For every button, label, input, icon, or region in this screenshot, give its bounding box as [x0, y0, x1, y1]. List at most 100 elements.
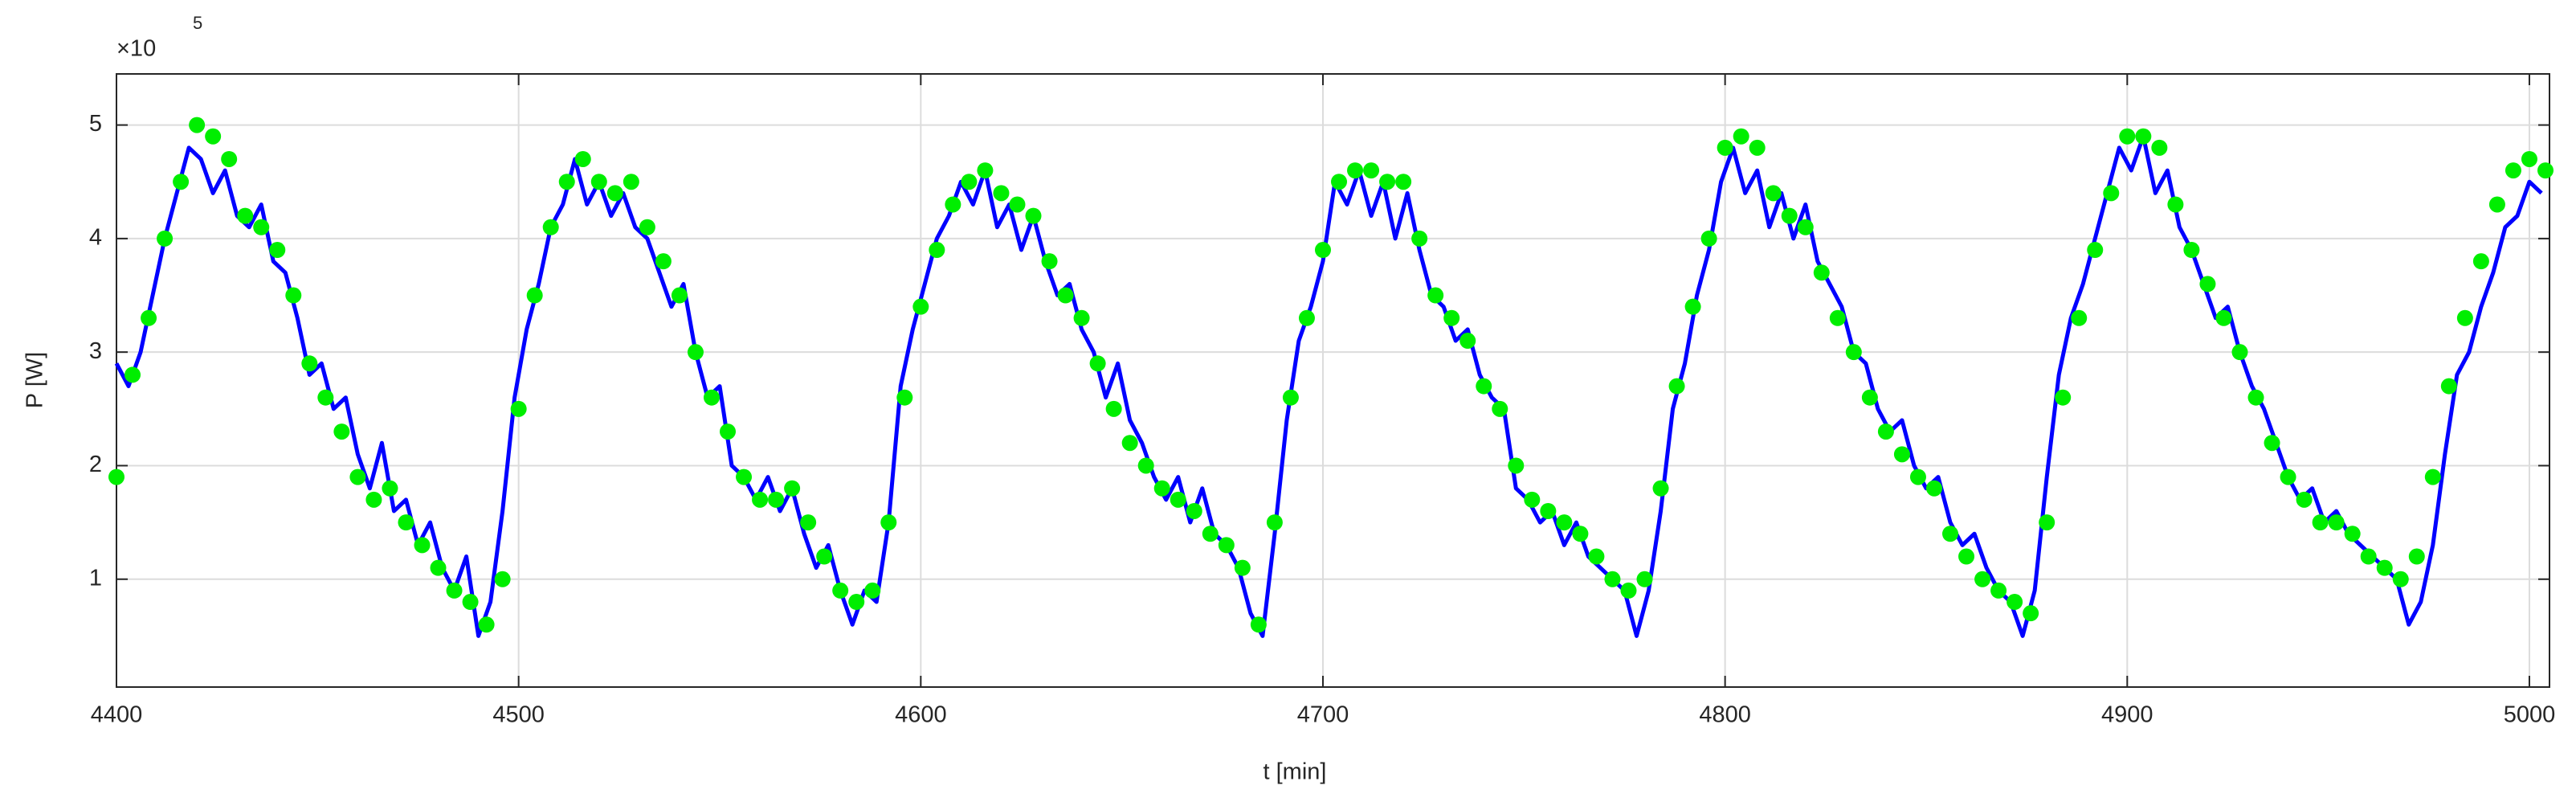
data-point [720, 423, 737, 440]
data-point [1781, 207, 1798, 224]
data-point [494, 571, 511, 587]
data-point [945, 196, 961, 213]
data-point [1588, 548, 1605, 565]
data-point [430, 559, 447, 576]
data-point [768, 491, 785, 508]
data-point [2007, 594, 2023, 611]
data-point [1379, 174, 1396, 190]
data-point [574, 150, 591, 167]
data-point [1958, 548, 1975, 565]
data-point [961, 174, 978, 190]
data-point [558, 174, 575, 190]
data-point [1459, 333, 1476, 350]
data-point [1250, 616, 1267, 633]
data-point [398, 514, 414, 531]
data-point [2215, 309, 2232, 326]
x-axis-label: t [min] [1264, 759, 1327, 785]
data-point [687, 344, 704, 361]
data-point [1877, 423, 1894, 440]
data-point [2151, 139, 2168, 156]
data-point [1443, 309, 1460, 326]
data-point [1556, 514, 1573, 531]
data-point [1749, 139, 1766, 156]
data-line [114, 134, 2543, 638]
data-point [1153, 480, 1170, 497]
data-point [253, 219, 270, 235]
data-point [1636, 571, 1653, 587]
data-point [1717, 139, 1733, 156]
data-point [2023, 605, 2039, 622]
data-point [349, 468, 366, 485]
data-point [317, 389, 334, 406]
data-point [285, 287, 302, 304]
x-tick-label: 4400 [91, 702, 143, 728]
data-point [1282, 389, 1299, 406]
data-point [816, 548, 833, 565]
data-point [2264, 435, 2280, 452]
x-tick-label: 4900 [2101, 702, 2153, 728]
data-point [1909, 468, 1926, 485]
data-point [1733, 128, 1749, 145]
data-point [2312, 514, 2329, 531]
data-point [606, 185, 623, 202]
data-point [993, 185, 1010, 202]
data-point [2055, 389, 2072, 406]
data-point [912, 298, 929, 315]
data-point [1331, 174, 1348, 190]
data-point [141, 309, 157, 326]
data-point [2392, 571, 2409, 587]
data-point [736, 468, 753, 485]
data-point [671, 287, 688, 304]
y-tick-label: 5 [89, 111, 102, 137]
data-point [1073, 309, 1090, 326]
data-point [977, 162, 994, 179]
data-point [542, 219, 559, 235]
y-tick-label: 1 [89, 565, 102, 591]
data-point [1540, 502, 1557, 519]
data-point [510, 400, 527, 417]
data-point [800, 514, 817, 531]
data-point [2521, 150, 2537, 167]
data-point [1524, 491, 1541, 508]
data-point [2119, 128, 2136, 145]
data-point [1234, 559, 1251, 576]
x-tick-label: 4500 [492, 702, 545, 728]
data-point [2280, 468, 2296, 485]
data-point [173, 174, 190, 190]
data-point [2472, 253, 2489, 270]
data-point [896, 389, 913, 406]
data-point [848, 594, 865, 611]
data-point [2424, 468, 2441, 485]
data-point [1266, 514, 1283, 531]
data-point [1363, 162, 1380, 179]
data-point [1395, 174, 1412, 190]
data-point [1604, 571, 1621, 587]
data-point [108, 468, 125, 485]
data-point [2135, 128, 2152, 145]
y-tick-label: 3 [89, 338, 102, 364]
data-point [2344, 526, 2361, 542]
data-point [832, 582, 849, 599]
data-point [1845, 344, 1862, 361]
data-point [1620, 582, 1637, 599]
data-point [623, 174, 639, 190]
data-point [1025, 207, 1042, 224]
data-point [1492, 400, 1508, 417]
y-tick-label: 4 [89, 225, 102, 251]
data-point [929, 242, 945, 259]
x-tick-label: 4800 [1699, 702, 1751, 728]
data-point [1298, 309, 1315, 326]
data-point [1893, 446, 1910, 463]
y-exponent: 5 [193, 13, 202, 33]
data-point [880, 514, 897, 531]
data-point [2247, 389, 2264, 406]
data-point [1668, 378, 1685, 395]
data-point [446, 582, 463, 599]
data-point [1057, 287, 1074, 304]
data-point [1170, 491, 1186, 508]
data-point [1797, 219, 1814, 235]
data-point [1684, 298, 1701, 315]
data-point [2039, 514, 2055, 531]
